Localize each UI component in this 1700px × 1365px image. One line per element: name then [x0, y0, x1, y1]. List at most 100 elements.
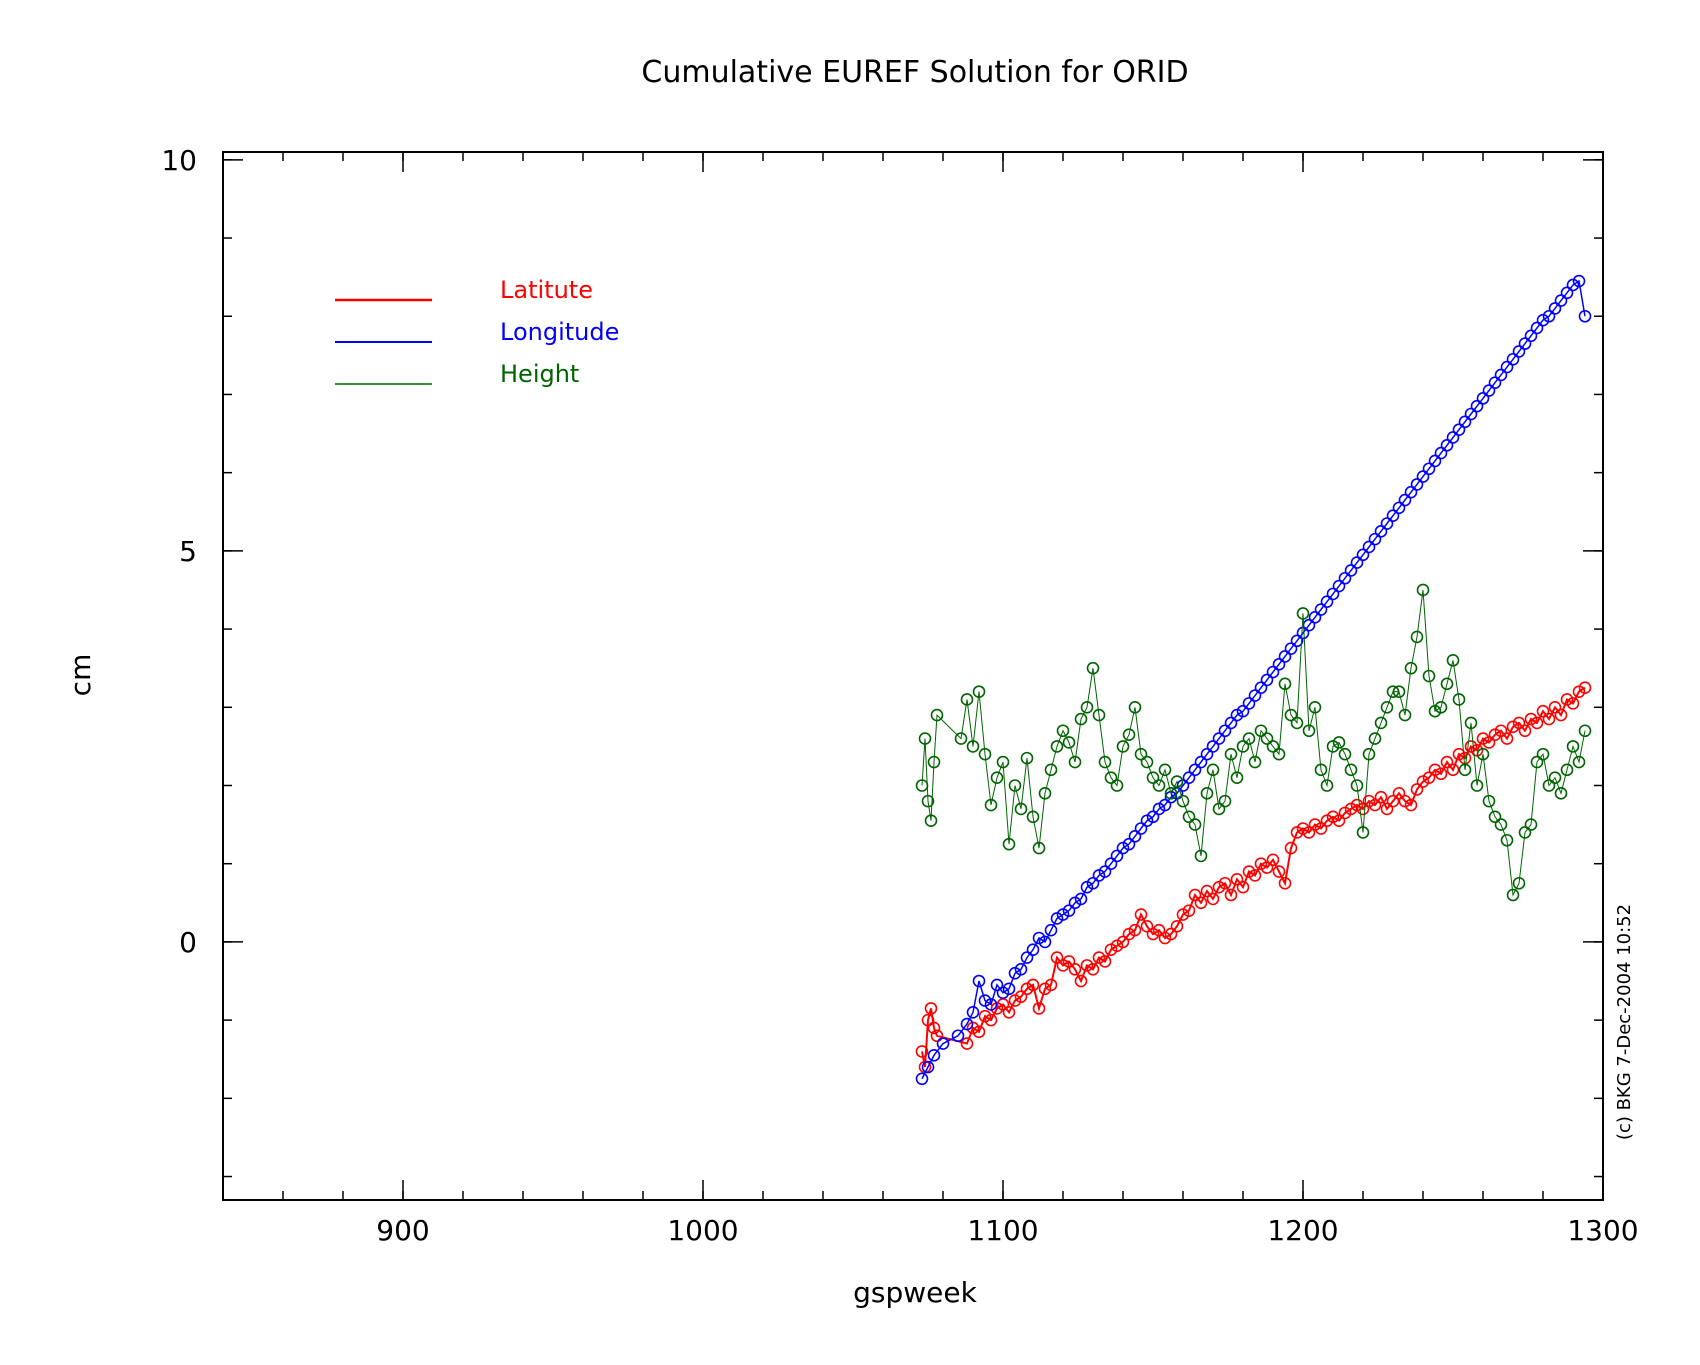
data-point [1536, 747, 1550, 761]
data-point [1530, 716, 1544, 730]
data-point [1290, 716, 1304, 730]
data-point [951, 1029, 965, 1043]
data-point [1212, 732, 1226, 745]
data-point [1368, 798, 1382, 812]
data-point [1530, 755, 1544, 769]
data-point [915, 1072, 929, 1086]
data-point [1164, 787, 1178, 800]
data-point [915, 1045, 929, 1058]
data-point [1188, 818, 1202, 831]
data-point [1200, 787, 1214, 800]
data-point [1308, 700, 1322, 714]
data-point [1374, 716, 1388, 730]
data-point [1128, 923, 1142, 937]
data-point [1470, 779, 1484, 792]
data-point [936, 1037, 950, 1050]
data-point [1332, 736, 1346, 749]
data-point [930, 1029, 944, 1043]
series-layer [915, 274, 1592, 1086]
x-tick-label: 1100 [967, 1214, 1038, 1247]
data-point [1326, 587, 1340, 601]
data-point [1482, 736, 1496, 749]
data-point [1140, 755, 1154, 769]
data-point [1398, 708, 1412, 722]
data-point [1206, 740, 1220, 753]
data-point [984, 798, 998, 812]
data-point [1062, 736, 1076, 749]
data-point [1248, 869, 1262, 882]
data-point [1380, 802, 1394, 816]
data-point [1296, 607, 1310, 620]
data-point [1224, 716, 1238, 730]
plot-frame [222, 151, 1604, 1201]
legend-label-height: Height [500, 360, 579, 388]
data-point [1014, 802, 1028, 816]
data-point [1260, 673, 1274, 687]
data-point [1122, 837, 1136, 851]
data-point [1170, 919, 1184, 933]
data-point [984, 998, 998, 1011]
data-point [1518, 826, 1532, 839]
data-point [924, 1002, 938, 1015]
data-point [1488, 810, 1502, 824]
data-point [1404, 485, 1418, 499]
data-point [924, 814, 938, 827]
data-point [1560, 286, 1574, 300]
data-point [1530, 321, 1544, 335]
data-point [1044, 763, 1058, 777]
data-point [1470, 399, 1484, 413]
data-point [1308, 611, 1322, 624]
data-point [1512, 345, 1526, 358]
data-point [1230, 771, 1244, 784]
data-point [1206, 892, 1220, 906]
data-point [1098, 955, 1112, 968]
data-point [1464, 716, 1478, 730]
data-point [1290, 634, 1304, 648]
data-point [1020, 951, 1034, 964]
data-point [1374, 790, 1388, 804]
data-point [1464, 407, 1478, 421]
data-point [1416, 583, 1430, 597]
series-line-height [921, 589, 1586, 897]
data-point [1434, 446, 1448, 460]
x-tick-label: 1000 [667, 1214, 738, 1247]
data-point [1428, 454, 1442, 468]
data-point [1164, 927, 1178, 941]
data-point [1440, 438, 1454, 452]
data-point [972, 1025, 986, 1039]
data-point [1182, 771, 1196, 784]
data-point [1314, 763, 1328, 777]
data-point [1134, 747, 1148, 761]
data-point [1314, 603, 1328, 616]
data-point [1320, 779, 1334, 792]
data-point [1422, 669, 1436, 683]
data-point [1206, 763, 1220, 777]
data-point [1278, 876, 1292, 890]
data-point [1236, 704, 1250, 718]
data-point [1278, 650, 1292, 663]
data-point [1086, 876, 1100, 890]
y-tick-label: 5 [179, 535, 197, 568]
data-point [1128, 700, 1142, 714]
data-point [1002, 1005, 1016, 1019]
data-point [1554, 787, 1568, 800]
data-point [1158, 798, 1172, 812]
data-point [1476, 392, 1490, 405]
data-point [1566, 740, 1580, 753]
data-point [1494, 368, 1508, 382]
chart-title: Cumulative EUREF Solution for ORID [641, 55, 1188, 90]
data-point [1224, 888, 1238, 902]
data-point [1176, 794, 1190, 808]
data-point [1542, 309, 1556, 323]
data-point [1104, 771, 1118, 784]
data-point [1242, 697, 1256, 710]
data-point [996, 755, 1010, 769]
data-point [960, 1037, 974, 1050]
data-point [1380, 517, 1394, 530]
data-point [1542, 712, 1556, 726]
data-point [1446, 654, 1460, 667]
data-point [1296, 626, 1310, 640]
data-point [921, 1060, 935, 1074]
data-point [1356, 548, 1370, 562]
data-point [1368, 532, 1382, 546]
